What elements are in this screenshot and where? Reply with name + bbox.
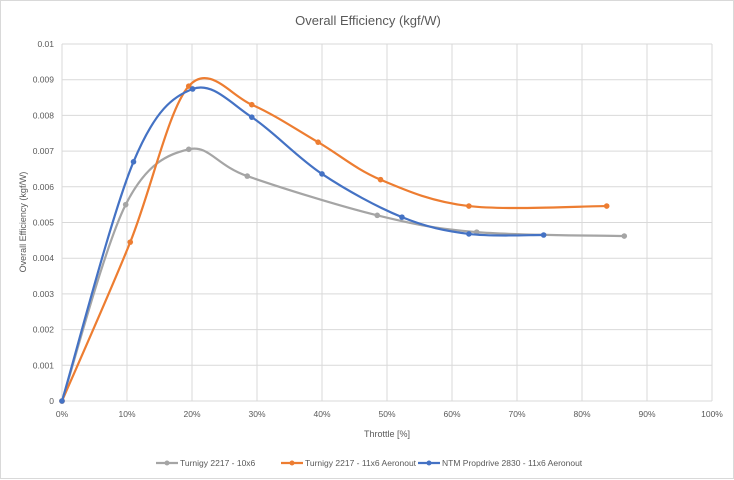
x-axis-ticks: 0% 10% 20% 30% 40% 50% 60% 70% 80% 90% 100% xyxy=(56,409,723,419)
data-point xyxy=(540,232,547,238)
y-tick-label: 0.007 xyxy=(33,146,55,156)
x-tick-label: 70% xyxy=(508,409,525,419)
data-point xyxy=(249,114,255,120)
x-tick-label: 90% xyxy=(638,409,655,419)
y-tick-label: 0.006 xyxy=(33,182,55,192)
data-point xyxy=(377,176,384,183)
data-point xyxy=(374,212,381,219)
x-tick-label: 40% xyxy=(313,409,330,419)
series-line xyxy=(60,86,544,402)
data-point xyxy=(319,171,325,177)
data-point xyxy=(399,214,405,220)
y-tick-label: 0.001 xyxy=(33,360,55,370)
y-tick-label: 0.004 xyxy=(33,253,55,263)
x-tick-label: 20% xyxy=(183,409,200,419)
y-tick-label: 0.005 xyxy=(33,218,55,228)
x-tick-label: 50% xyxy=(378,409,395,419)
data-point xyxy=(127,239,134,245)
data-point xyxy=(603,203,610,209)
legend-marker xyxy=(164,460,170,466)
data-point xyxy=(466,203,472,209)
legend-label: Turnigy 2217 - 11x6 Aeronout xyxy=(305,458,417,468)
y-axis-ticks: 0 0.001 0.002 0.003 0.004 0.005 0.006 0.007 0.00… xyxy=(33,39,55,406)
data-point xyxy=(189,86,196,92)
gridlines xyxy=(61,43,713,402)
legend: Turnigy 2217 - 10x6 Turnigy 2217 - 11x6 A… xyxy=(156,458,583,468)
data-point xyxy=(59,398,65,404)
data-point xyxy=(185,83,192,89)
data-point xyxy=(315,139,321,145)
y-tick-label: 0.01 xyxy=(37,39,54,49)
data-point xyxy=(185,146,192,153)
series-group xyxy=(59,77,628,404)
series-2 xyxy=(59,77,610,404)
legend-item: Turnigy 2217 - 11x6 Aeronout xyxy=(281,458,417,468)
y-axis-label: Overall Efficiency (kgf/W) xyxy=(18,172,28,273)
y-tick-label: 0.009 xyxy=(33,75,55,85)
x-tick-label: 10% xyxy=(118,409,135,419)
data-point xyxy=(249,101,255,108)
legend-marker xyxy=(289,460,295,466)
y-tick-label: 0.008 xyxy=(33,110,55,120)
x-tick-label: 60% xyxy=(443,409,460,419)
series-line xyxy=(60,77,607,402)
x-axis-label: Throttle [%] xyxy=(364,429,410,439)
legend-item: NTM Propdrive 2830 - 11x6 Aeronout xyxy=(418,458,583,468)
data-point xyxy=(122,201,129,208)
x-tick-label: 30% xyxy=(248,409,265,419)
y-tick-label: 0.003 xyxy=(33,289,55,299)
y-tick-label: 0 xyxy=(49,396,54,406)
chart-title: Overall Efficiency (kgf/W) xyxy=(295,13,441,28)
legend-label: NTM Propdrive 2830 - 11x6 Aeronout xyxy=(442,458,583,468)
series-3 xyxy=(59,86,547,404)
legend-marker xyxy=(426,460,432,466)
y-tick-label: 0.002 xyxy=(33,325,55,335)
x-tick-label: 80% xyxy=(573,409,590,419)
x-tick-label: 100% xyxy=(701,409,723,419)
data-point xyxy=(466,231,472,237)
legend-item: Turnigy 2217 - 10x6 xyxy=(156,458,256,468)
data-point xyxy=(130,159,137,165)
data-point xyxy=(244,173,251,179)
data-point xyxy=(621,233,628,239)
x-tick-label: 0% xyxy=(56,409,69,419)
legend-label: Turnigy 2217 - 10x6 xyxy=(180,458,256,468)
